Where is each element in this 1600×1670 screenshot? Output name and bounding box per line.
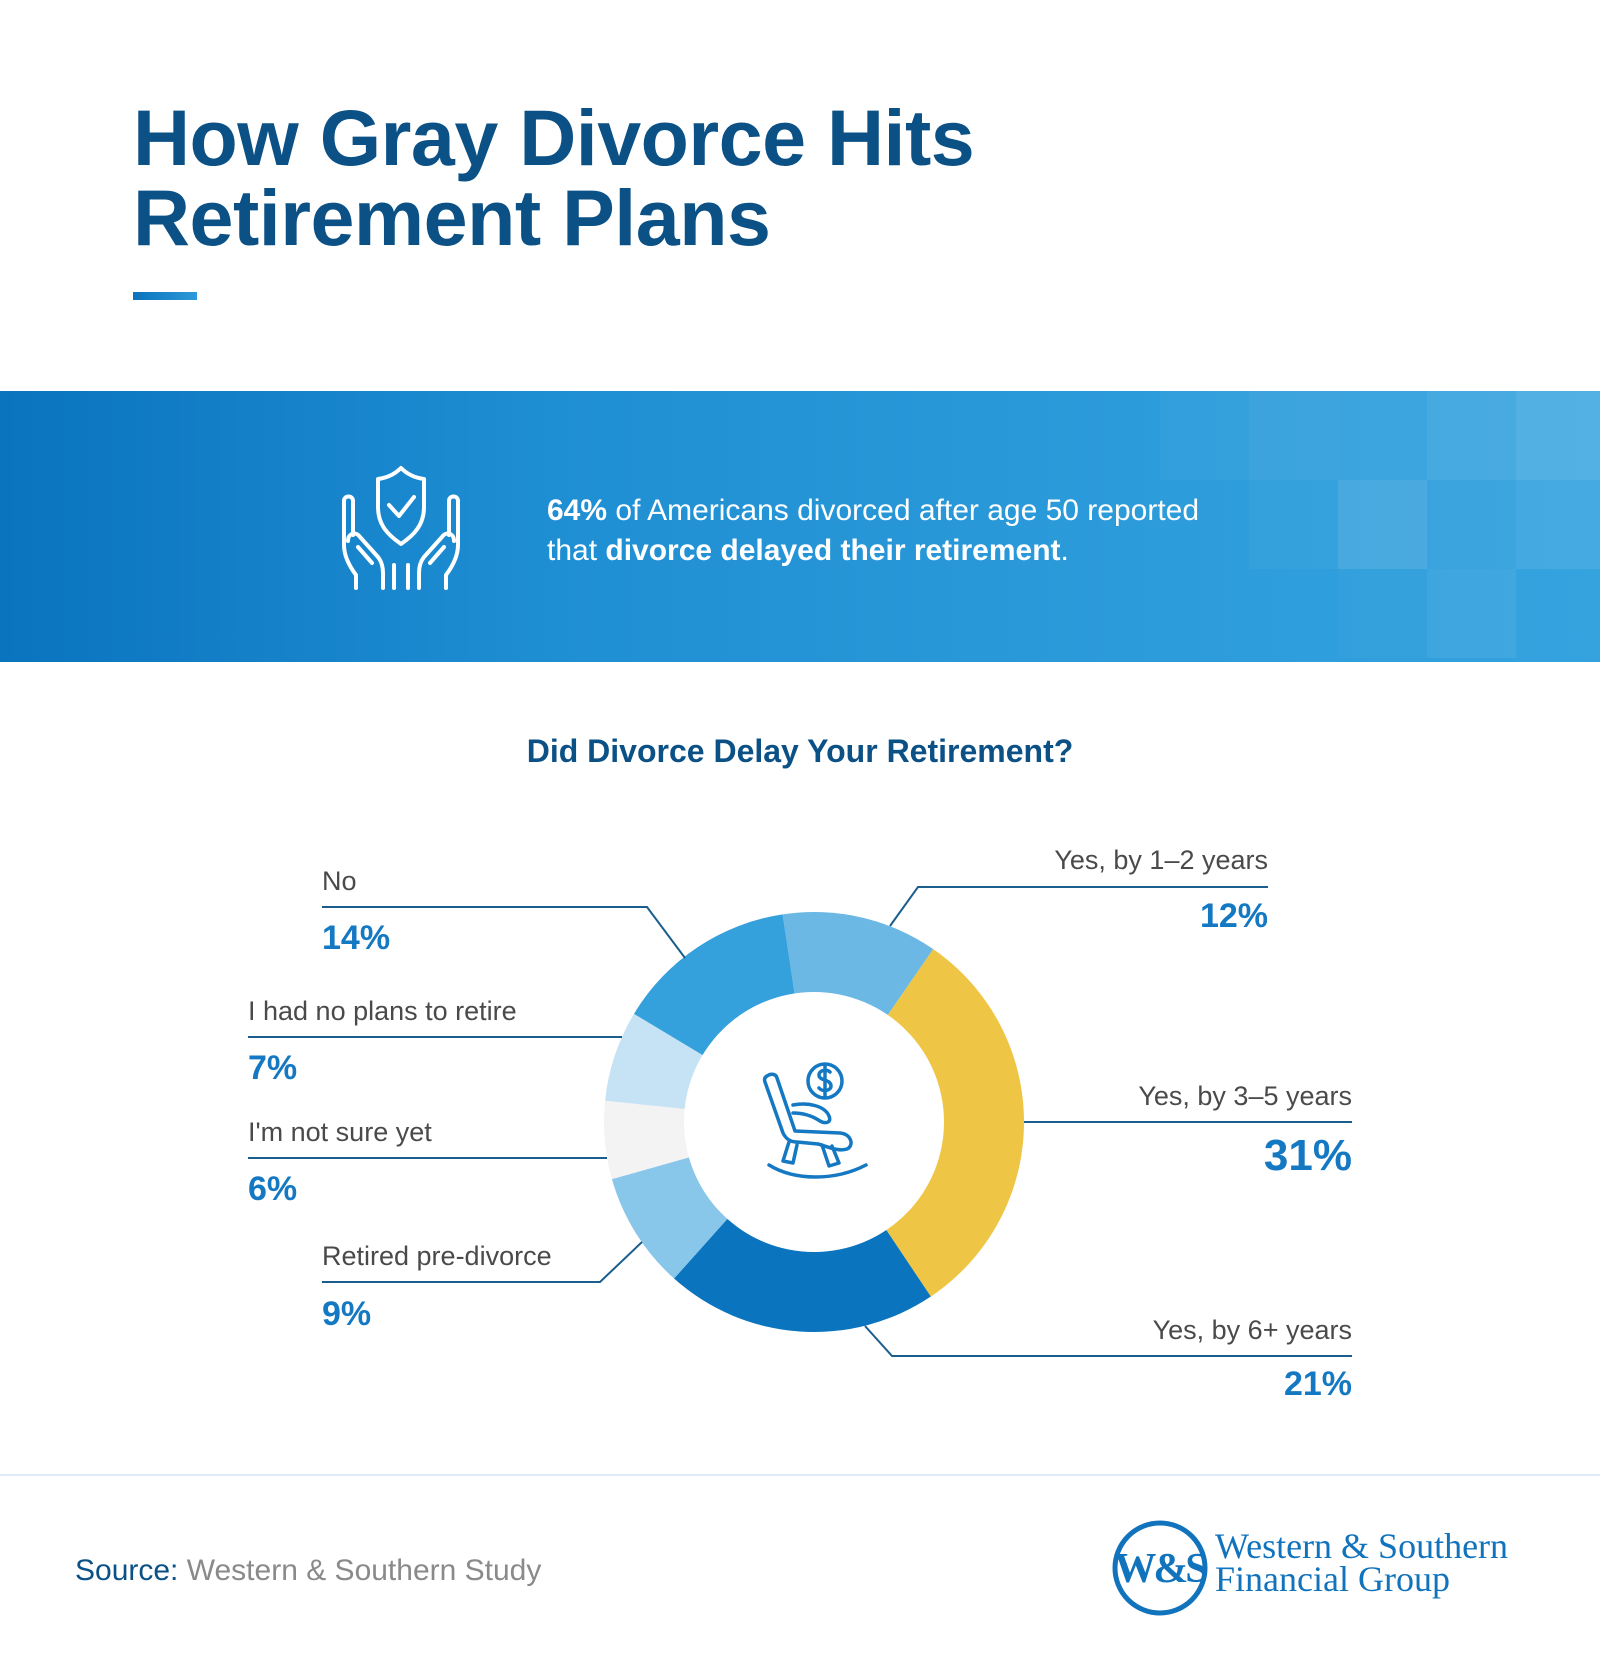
source-label: Source: [75,1554,179,1587]
title-accent-bar [133,292,197,300]
value-yes-3-5: 31% [1263,1131,1352,1180]
title-line-1: How Gray Divorce Hits [133,93,975,182]
banner-emphasis: divorce delayed their retirement [605,534,1061,567]
value-not-sure: 6% [248,1170,298,1208]
label-yes-3-5: Yes, by 3–5 years [1138,1081,1352,1111]
leader-line-1-2 [889,886,1268,927]
leader-line-retired [322,1241,643,1283]
label-no-plans: I had no plans to retire [248,996,517,1026]
leader-line-no [322,906,686,959]
hands-shield-check-icon [342,466,460,590]
logo-line-2: Financial Group [1215,1559,1450,1599]
ws-logo-icon: W&S [1112,1520,1210,1616]
value-no: 14% [322,919,391,957]
label-yes-1-2: Yes, by 1–2 years [1054,845,1268,875]
value-retired-pre-divorce: 9% [322,1295,372,1333]
leader-lines [248,886,1352,1357]
source-value: Western & Southern Study [178,1554,542,1587]
label-retired-pre-divorce: Retired pre-divorce [322,1241,552,1271]
stat-banner: 64% of Americans divorced after age 50 r… [0,391,1600,662]
value-no-plans: 7% [248,1049,298,1087]
chart-title: Did Divorce Delay Your Retirement? [526,733,1074,769]
company-logo-text: Western & Southern Financial Group [1215,1526,1509,1599]
label-yes-6plus: Yes, by 6+ years [1152,1315,1352,1345]
label-no: No [322,866,357,896]
source-note: Source: Western & Southern Study [75,1554,541,1588]
banner-stat-value: 64% [547,494,608,527]
rocking-chair-dollar-icon [762,1062,868,1179]
banner-stat-text: 64% of Americans divorced after age 50 r… [547,494,1200,567]
label-not-sure: I'm not sure yet [248,1117,432,1147]
value-yes-1-2: 12% [1199,897,1268,935]
leader-line-6plus [864,1325,1352,1357]
value-yes-6plus: 21% [1283,1365,1352,1403]
page-title: How Gray Divorce Hits Retirement Plans [133,93,975,262]
footer-divider [0,1474,1600,1476]
logo-line-1: Western & Southern [1215,1526,1509,1566]
svg-text:W&S: W&S [1114,1546,1207,1592]
title-line-2: Retirement Plans [133,173,771,262]
